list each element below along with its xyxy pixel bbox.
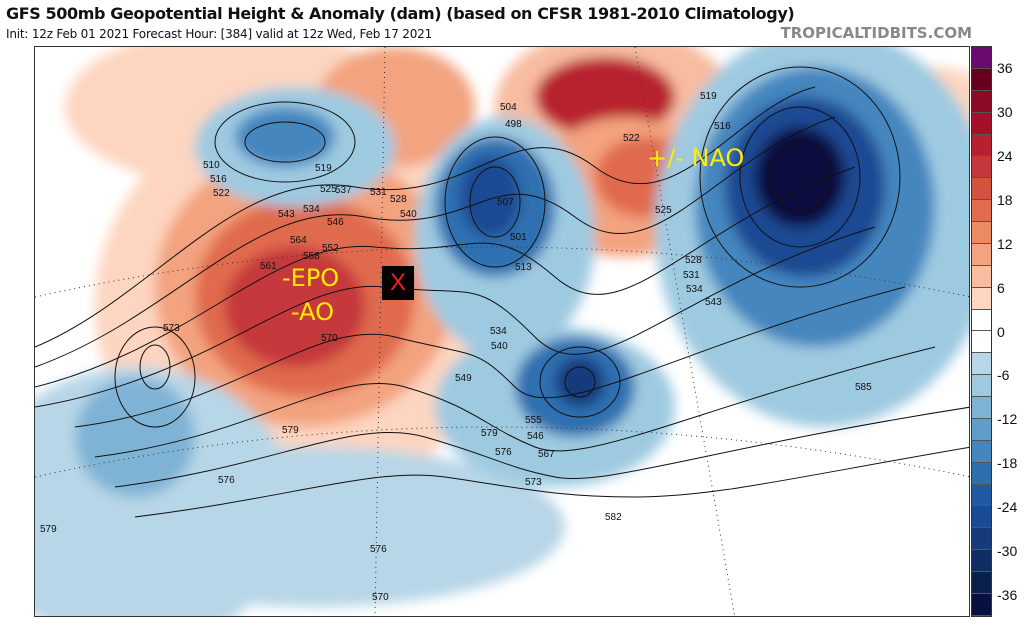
contour-label: 561 [260,261,277,272]
colorbar-segment [972,484,991,507]
colorbar-segment [972,265,991,288]
colorbar-segment [972,572,991,594]
colorbar-segment [972,134,991,157]
contour-label: 522 [623,133,640,144]
contour-label: 501 [510,232,527,243]
contour-label: 579 [282,425,299,436]
contour-label: 582 [605,512,622,523]
contour-label: 585 [855,382,872,393]
contour-label: 579 [481,428,498,439]
colorbar-segment [972,90,991,113]
contour-label: 567 [538,449,555,460]
colorbar-segment [972,593,991,616]
contour-label: 516 [714,121,731,132]
contour-label: 534 [490,326,507,337]
map-canvas [35,47,969,616]
colorbar-tick-label: -12 [997,411,1018,428]
contour-label: 519 [315,163,332,174]
colorbar-tick-label: 18 [997,191,1013,208]
contour-label: 525 [320,184,337,195]
contour-label: 504 [500,102,517,113]
contour-label: 516 [210,174,227,185]
contour-label: 546 [527,431,544,442]
contour-label: 528 [390,194,407,205]
contour-label: 540 [400,209,417,220]
map-subtitle: Init: 12z Feb 01 2021 Forecast Hour: [38… [6,27,433,41]
colorbar-segment [972,331,991,354]
colorbar-tick-label: 6 [997,279,1005,296]
contour-label: 576 [495,447,512,458]
contour-label: 564 [290,235,307,246]
colorbar-segment [972,200,991,222]
colorbar-segment [972,353,991,376]
colorbar-segment [972,375,991,397]
colorbar-segment [972,156,991,179]
colorbar-segment [972,243,991,266]
colorbar-segment [972,528,991,551]
colorbar [971,46,992,617]
contour-label: 555 [525,415,542,426]
colorbar-segment [972,506,991,529]
map-title: GFS 500mb Geopotential Height & Anomaly … [6,4,795,23]
colorbar-segment [972,68,991,91]
colorbar-segment [972,309,991,332]
contour-label: 507 [497,197,514,208]
brand-logo: TROPICALTIDBITS.COM [780,24,973,42]
contour-label: 537 [335,185,352,196]
contour-label: 576 [218,475,235,486]
contour-label: 558 [303,251,320,262]
contour-label: 513 [515,262,532,273]
colorbar-segment [972,178,991,201]
colorbar-tick-label: 24 [997,147,1013,164]
contour-label: 522 [213,188,230,199]
contour-label: 510 [203,160,220,171]
contour-label: 540 [491,341,508,352]
colorbar-segment [972,462,991,485]
epo-annotation: -EPO [282,264,340,292]
colorbar-tick-label: -6 [997,367,1010,384]
contour-label: 543 [278,209,295,220]
colorbar-tick-label: -36 [997,587,1018,604]
colorbar-segment [972,397,991,419]
colorbar-tick-label: -30 [997,543,1018,560]
contour-label: 570 [321,333,338,344]
colorbar-tick-label: 36 [997,59,1013,76]
contour-label: 543 [705,297,722,308]
colorbar-tick-label: 30 [997,103,1013,120]
contour-label: 531 [683,270,700,281]
colorbar-segment [972,550,991,572]
contour-label: 525 [655,205,672,216]
contour-label: 570 [372,592,389,603]
ao-annotation: -AO [291,298,335,326]
contour-label: 519 [700,91,717,102]
colorbar-tick-label: 12 [997,235,1013,252]
anomaly-map: 510 516 522 519 525 528 531 537 534 540 543 546 552 5… [34,46,970,617]
contour-label: 528 [685,255,702,266]
colorbar-segment [972,440,991,463]
colorbar-tick-label: -24 [997,499,1018,516]
nao-annotation: +/- NAO [647,144,745,172]
colorbar-segment [972,287,991,310]
colorbar-tick-label: 0 [997,323,1005,340]
contour-label: 531 [370,187,387,198]
colorbar-segment [972,112,991,135]
contour-label: 573 [163,323,180,334]
colorbar-segment [972,222,991,244]
contour-label: 498 [505,119,522,130]
contour-label: 579 [40,524,57,535]
contour-label: 534 [303,204,320,215]
contour-label: 549 [455,373,472,384]
colorbar-segment [972,47,991,69]
contour-label: 576 [370,544,387,555]
ridge-x-marker: X [382,266,414,300]
contour-label: 573 [525,477,542,488]
colorbar-segment [972,418,991,441]
contour-label: 534 [686,284,703,295]
colorbar-tick-label: -18 [997,455,1018,472]
contour-label: 552 [322,243,339,254]
contour-label: 546 [327,217,344,228]
